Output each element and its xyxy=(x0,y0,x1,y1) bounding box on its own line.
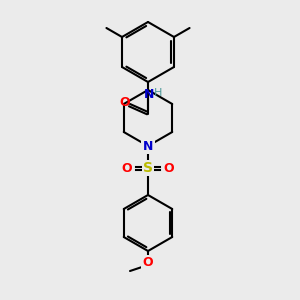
Text: O: O xyxy=(122,161,132,175)
Text: O: O xyxy=(164,161,174,175)
Text: O: O xyxy=(143,256,153,269)
Text: N: N xyxy=(144,88,154,100)
Text: H: H xyxy=(154,88,162,98)
Text: S: S xyxy=(143,161,153,175)
Text: O: O xyxy=(120,95,130,109)
Text: N: N xyxy=(143,140,153,152)
